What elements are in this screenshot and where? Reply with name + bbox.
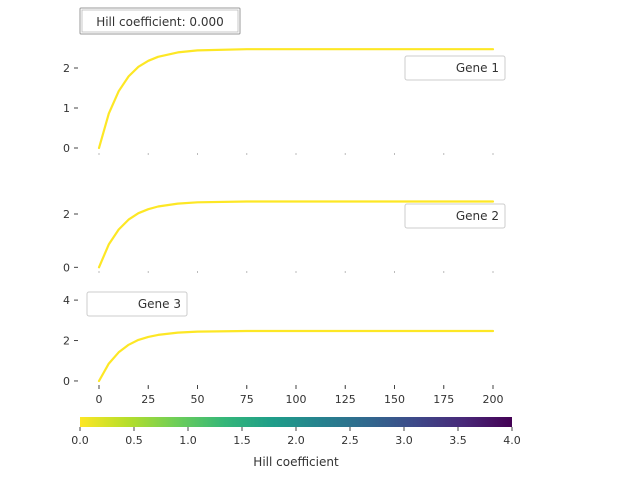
ytick-label: 4 <box>63 294 70 307</box>
colorbar-tick-label: 0.5 <box>125 434 143 447</box>
colorbar-tick-label: 0.0 <box>71 434 89 447</box>
title-box-frame <box>79 7 241 35</box>
ytick-label: 0 <box>63 261 70 274</box>
colorbar: 0.0 0.5 1.0 1.5 2.0 2.5 3.0 3.5 4.0 Hill coeffic… <box>71 417 521 469</box>
legend: Gene 2 <box>404 203 506 229</box>
panel-1: 0 1 2 Gene 1 <box>63 48 506 155</box>
xtick-label: 100 <box>286 393 307 406</box>
colorbar-tick-label: 2.0 <box>287 434 305 447</box>
legend-label: Gene 1 <box>456 61 499 75</box>
xtick-label: 50 <box>191 393 205 406</box>
xtick-label: 25 <box>141 393 155 406</box>
colorbar-tick-label: 3.0 <box>395 434 413 447</box>
xtick-label: 125 <box>335 393 356 406</box>
xtick-label: 75 <box>240 393 254 406</box>
ytick-label: 2 <box>63 62 70 75</box>
ytick-label: 2 <box>63 335 70 348</box>
series-line <box>97 200 495 269</box>
legend: Gene 3 <box>86 291 188 317</box>
series-line <box>97 329 495 383</box>
legend-frame <box>404 203 506 229</box>
legend-frame <box>86 291 188 317</box>
colorbar-label: Hill coefficient <box>253 455 339 469</box>
legend: Gene 1 <box>404 55 506 81</box>
panels: 0 1 2 Gene 1 0 2 Gene 2 0 2 4 Gene 3 0 25 50 75 100 125 1… <box>63 48 506 406</box>
panel-3: 0 2 4 Gene 3 0 25 50 75 100 125 150 175 200 <box>63 291 504 406</box>
title-text: Hill coefficient: 0.000 <box>96 15 224 29</box>
colorbar-tick-label: 1.5 <box>233 434 251 447</box>
legend-frame <box>404 55 506 81</box>
title-box: Hill coefficient: 0.000 <box>79 7 241 35</box>
ytick-label: 1 <box>63 102 70 115</box>
colorbar-tick-label: 4.0 <box>503 434 521 447</box>
xtick-label: 0 <box>96 393 103 406</box>
xtick-label: 150 <box>384 393 405 406</box>
xtick-label: 200 <box>483 393 504 406</box>
colorbar-tick-label: 2.5 <box>341 434 359 447</box>
ytick-label: 2 <box>63 208 70 221</box>
panel-2: 0 2 Gene 2 <box>63 200 506 274</box>
series-line <box>97 48 495 150</box>
title-box-inner-frame <box>81 9 239 33</box>
colorbar-gradient <box>80 417 512 427</box>
colorbar-tick-label: 1.0 <box>179 434 197 447</box>
legend-label: Gene 2 <box>456 209 499 223</box>
legend-label: Gene 3 <box>138 297 181 311</box>
colorbar-ticks: 0.0 0.5 1.0 1.5 2.0 2.5 3.0 3.5 4.0 <box>71 427 521 447</box>
colorbar-tick-label: 3.5 <box>449 434 467 447</box>
ytick-label: 0 <box>63 375 70 388</box>
ytick-label: 0 <box>63 142 70 155</box>
xtick-label: 175 <box>433 393 454 406</box>
